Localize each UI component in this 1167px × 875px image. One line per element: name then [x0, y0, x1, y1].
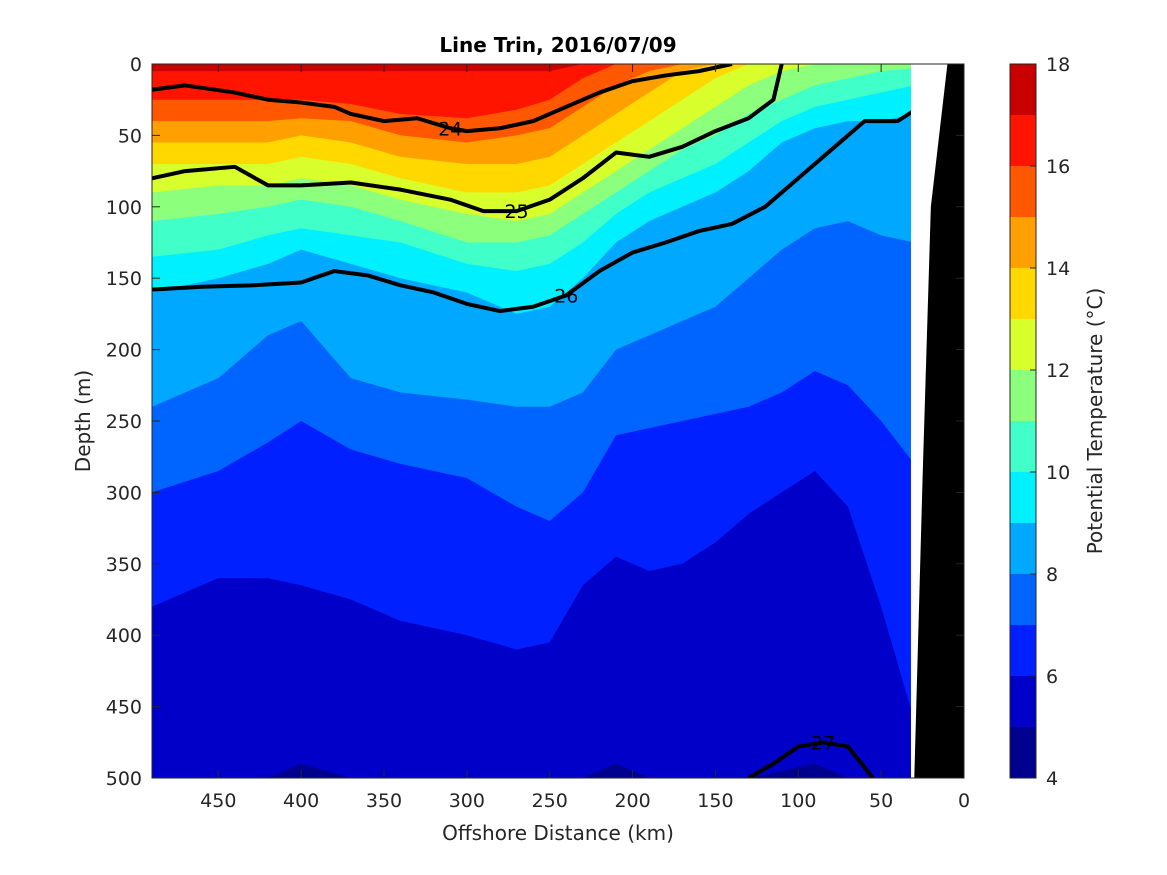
y-tick-label: 100	[106, 197, 142, 219]
colorbar-tick-label: 6	[1046, 666, 1058, 688]
colorbar-tick-label: 4	[1046, 768, 1058, 790]
colorbar-segment	[1010, 64, 1036, 115]
x-tick-label: 450	[200, 790, 236, 812]
colorbar-tick-label: 18	[1046, 54, 1070, 76]
y-tick-label: 0	[130, 54, 142, 76]
y-tick-label: 400	[106, 625, 142, 647]
y-axis: 0 50 100 150 200 250 300 350 400 450 500	[106, 54, 964, 790]
y-tick-label: 300	[106, 482, 142, 504]
temp-band-16	[152, 64, 915, 119]
colorbar-segment	[1010, 574, 1036, 625]
colorbar-segment	[1010, 115, 1036, 166]
colorbar-segment	[1010, 421, 1036, 472]
y-axis-label: Depth (m)	[71, 370, 95, 472]
temperature-fill-layer	[152, 64, 964, 778]
colorbar-label: Potential Temperature (°C)	[1083, 288, 1107, 555]
colorbar-tick-label: 12	[1046, 360, 1070, 382]
colorbar-tick-label: 8	[1046, 564, 1058, 586]
x-tick-label: 400	[283, 790, 319, 812]
density-contour-layer: 24 25 26 27	[152, 64, 932, 778]
y-tick-label: 350	[106, 554, 142, 576]
y-tick-label: 250	[106, 411, 142, 433]
x-tick-label: 300	[449, 790, 485, 812]
colorbar-frame	[1009, 63, 1037, 779]
colorbar-segment	[1010, 217, 1036, 268]
x-tick-label: 350	[366, 790, 402, 812]
y-tick-label: 50	[118, 125, 142, 147]
colorbar-segment	[1010, 625, 1036, 676]
density-contour-24	[152, 64, 733, 134]
y-tick-label: 150	[106, 268, 142, 290]
x-tick-label: 100	[780, 790, 816, 812]
colorbar-tick-label: 14	[1046, 258, 1070, 280]
y-tick-label: 500	[106, 768, 142, 790]
x-tick-label: 150	[697, 790, 733, 812]
x-tick-label: 50	[869, 790, 893, 812]
y-tick-label: 200	[106, 340, 142, 362]
colorbar-segment	[1010, 166, 1036, 217]
colorbar-segment	[1010, 370, 1036, 421]
colorbar-segment	[1010, 319, 1036, 370]
colorbar-segment	[1010, 472, 1036, 523]
colorbar-segment	[1010, 727, 1036, 778]
contour-label-24: 24	[438, 118, 462, 140]
colorbar: 4 6 8 10 12 14 16 18	[1009, 54, 1070, 790]
colorbar-segment	[1010, 268, 1036, 319]
colorbar-segment	[1010, 523, 1036, 574]
chart-title: Line Trin, 2016/07/09	[439, 33, 676, 57]
x-axis-label: Offshore Distance (km)	[442, 821, 674, 845]
colorbar-tick-label: 16	[1046, 156, 1070, 178]
density-contour-25	[152, 64, 784, 214]
y-tick-label: 450	[106, 697, 142, 719]
x-tick-label: 250	[532, 790, 568, 812]
bathymetry-layer	[910, 64, 964, 778]
plot-area: 24 25 26 27	[152, 64, 964, 778]
x-axis: 450 400 350 300 250 200 150 100 50 0	[200, 64, 970, 812]
colorbar-segment	[1010, 676, 1036, 727]
colorbar-tick-label: 10	[1046, 462, 1070, 484]
density-contour-26	[152, 98, 932, 314]
contour-label-26: 26	[554, 285, 578, 307]
x-tick-label: 0	[958, 790, 970, 812]
seafloor	[914, 64, 964, 778]
contour-label-27: 27	[811, 732, 835, 754]
x-tick-label: 200	[614, 790, 650, 812]
temp-band-17	[152, 64, 915, 72]
contour-label-25: 25	[504, 201, 528, 223]
density-contour-27	[747, 740, 875, 778]
